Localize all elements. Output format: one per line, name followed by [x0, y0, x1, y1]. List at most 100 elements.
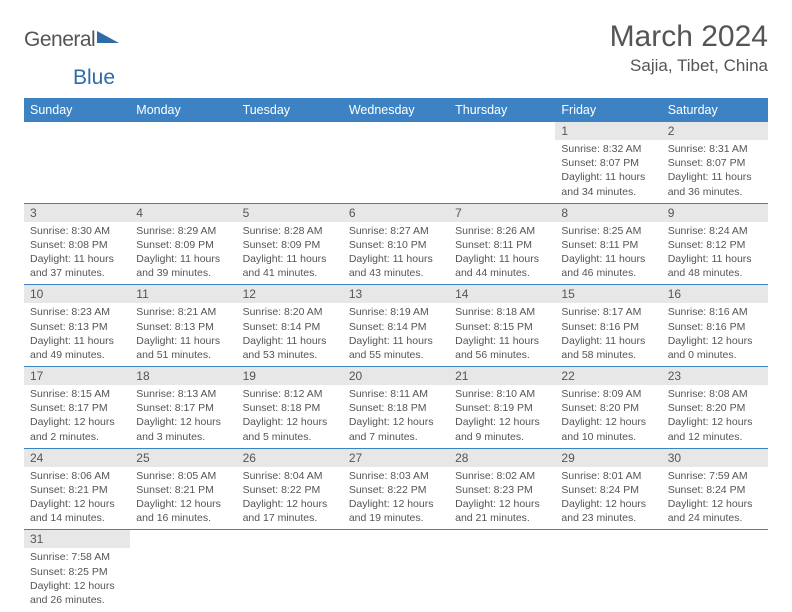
calendar-cell [555, 530, 661, 611]
day-detail-line: and 56 minutes. [455, 348, 549, 362]
day-detail-line: and 12 minutes. [668, 430, 762, 444]
day-details: Sunrise: 8:20 AMSunset: 8:14 PMDaylight:… [237, 303, 343, 366]
day-number: 17 [24, 367, 130, 385]
day-details: Sunrise: 8:28 AMSunset: 8:09 PMDaylight:… [237, 222, 343, 285]
calendar-row: 17Sunrise: 8:15 AMSunset: 8:17 PMDayligh… [24, 367, 768, 449]
day-detail-line: Sunset: 8:21 PM [30, 483, 124, 497]
day-details: Sunrise: 8:11 AMSunset: 8:18 PMDaylight:… [343, 385, 449, 448]
day-details: Sunrise: 8:16 AMSunset: 8:16 PMDaylight:… [662, 303, 768, 366]
calendar-cell: 11Sunrise: 8:21 AMSunset: 8:13 PMDayligh… [130, 285, 236, 367]
calendar-cell [130, 530, 236, 611]
calendar-cell: 12Sunrise: 8:20 AMSunset: 8:14 PMDayligh… [237, 285, 343, 367]
calendar-cell [24, 122, 130, 203]
day-detail-line: Sunrise: 8:06 AM [30, 469, 124, 483]
day-detail-line: and 9 minutes. [455, 430, 549, 444]
day-detail-line: Sunrise: 8:30 AM [30, 224, 124, 238]
day-detail-line: and 58 minutes. [561, 348, 655, 362]
calendar-cell: 5Sunrise: 8:28 AMSunset: 8:09 PMDaylight… [237, 203, 343, 285]
day-number: 18 [130, 367, 236, 385]
day-number: 21 [449, 367, 555, 385]
day-number: 28 [449, 449, 555, 467]
day-details: Sunrise: 8:15 AMSunset: 8:17 PMDaylight:… [24, 385, 130, 448]
day-detail-line: Sunrise: 8:26 AM [455, 224, 549, 238]
day-detail-line: Sunrise: 8:23 AM [30, 305, 124, 319]
day-number: 14 [449, 285, 555, 303]
day-detail-line: Daylight: 11 hours [30, 252, 124, 266]
calendar-cell: 16Sunrise: 8:16 AMSunset: 8:16 PMDayligh… [662, 285, 768, 367]
calendar-cell: 14Sunrise: 8:18 AMSunset: 8:15 PMDayligh… [449, 285, 555, 367]
day-detail-line: Sunset: 8:16 PM [561, 320, 655, 334]
weekday-header: Saturday [662, 98, 768, 122]
day-details: Sunrise: 8:24 AMSunset: 8:12 PMDaylight:… [662, 222, 768, 285]
day-detail-line: Sunrise: 8:19 AM [349, 305, 443, 319]
day-number: 27 [343, 449, 449, 467]
day-number: 29 [555, 449, 661, 467]
calendar-cell: 23Sunrise: 8:08 AMSunset: 8:20 PMDayligh… [662, 367, 768, 449]
day-detail-line: Sunset: 8:21 PM [136, 483, 230, 497]
day-detail-line: Daylight: 11 hours [136, 334, 230, 348]
day-number: 4 [130, 204, 236, 222]
day-number: 22 [555, 367, 661, 385]
calendar-cell [130, 122, 236, 203]
day-number: 7 [449, 204, 555, 222]
day-detail-line: Sunrise: 8:20 AM [243, 305, 337, 319]
day-detail-line: and 53 minutes. [243, 348, 337, 362]
day-detail-line: Daylight: 11 hours [349, 334, 443, 348]
day-detail-line: and 39 minutes. [136, 266, 230, 280]
calendar-cell: 6Sunrise: 8:27 AMSunset: 8:10 PMDaylight… [343, 203, 449, 285]
day-details: Sunrise: 8:19 AMSunset: 8:14 PMDaylight:… [343, 303, 449, 366]
day-detail-line: Daylight: 11 hours [136, 252, 230, 266]
day-detail-line: Sunset: 8:09 PM [136, 238, 230, 252]
day-details: Sunrise: 8:30 AMSunset: 8:08 PMDaylight:… [24, 222, 130, 285]
day-detail-line: Daylight: 12 hours [561, 497, 655, 511]
day-details: Sunrise: 8:10 AMSunset: 8:19 PMDaylight:… [449, 385, 555, 448]
day-detail-line: Sunset: 8:25 PM [30, 565, 124, 579]
calendar-cell: 24Sunrise: 8:06 AMSunset: 8:21 PMDayligh… [24, 448, 130, 530]
day-detail-line: Daylight: 12 hours [30, 415, 124, 429]
day-details: Sunrise: 7:58 AMSunset: 8:25 PMDaylight:… [24, 548, 130, 611]
day-number: 1 [555, 122, 661, 140]
flag-icon [97, 29, 119, 50]
day-details: Sunrise: 7:59 AMSunset: 8:24 PMDaylight:… [662, 467, 768, 530]
calendar-cell: 22Sunrise: 8:09 AMSunset: 8:20 PMDayligh… [555, 367, 661, 449]
day-detail-line: Daylight: 12 hours [455, 415, 549, 429]
day-detail-line: Daylight: 12 hours [668, 497, 762, 511]
day-detail-line: Sunrise: 8:12 AM [243, 387, 337, 401]
day-detail-line: Sunset: 8:15 PM [455, 320, 549, 334]
day-details: Sunrise: 8:27 AMSunset: 8:10 PMDaylight:… [343, 222, 449, 285]
day-number: 13 [343, 285, 449, 303]
calendar-cell: 25Sunrise: 8:05 AMSunset: 8:21 PMDayligh… [130, 448, 236, 530]
calendar-row: 1Sunrise: 8:32 AMSunset: 8:07 PMDaylight… [24, 122, 768, 203]
calendar-table: Sunday Monday Tuesday Wednesday Thursday… [24, 98, 768, 611]
day-detail-line: Sunset: 8:09 PM [243, 238, 337, 252]
calendar-cell: 30Sunrise: 7:59 AMSunset: 8:24 PMDayligh… [662, 448, 768, 530]
day-detail-line: Sunrise: 8:29 AM [136, 224, 230, 238]
calendar-row: 3Sunrise: 8:30 AMSunset: 8:08 PMDaylight… [24, 203, 768, 285]
day-number: 31 [24, 530, 130, 548]
day-number: 3 [24, 204, 130, 222]
day-detail-line: Daylight: 12 hours [349, 415, 443, 429]
day-detail-line: Sunrise: 8:31 AM [668, 142, 762, 156]
day-detail-line: and 55 minutes. [349, 348, 443, 362]
day-number: 30 [662, 449, 768, 467]
day-detail-line: and 10 minutes. [561, 430, 655, 444]
brand-logo: General [24, 28, 119, 52]
weekday-header: Thursday [449, 98, 555, 122]
day-detail-line: Daylight: 11 hours [668, 252, 762, 266]
page-title: March 2024 [610, 20, 768, 54]
day-detail-line: and 26 minutes. [30, 593, 124, 607]
day-detail-line: and 36 minutes. [668, 185, 762, 199]
day-details: Sunrise: 8:01 AMSunset: 8:24 PMDaylight:… [555, 467, 661, 530]
day-detail-line: Daylight: 11 hours [561, 252, 655, 266]
day-detail-line: Daylight: 11 hours [455, 334, 549, 348]
day-detail-line: Sunrise: 8:09 AM [561, 387, 655, 401]
day-detail-line: Sunrise: 8:01 AM [561, 469, 655, 483]
calendar-row: 10Sunrise: 8:23 AMSunset: 8:13 PMDayligh… [24, 285, 768, 367]
day-detail-line: Sunrise: 8:27 AM [349, 224, 443, 238]
calendar-cell: 1Sunrise: 8:32 AMSunset: 8:07 PMDaylight… [555, 122, 661, 203]
calendar-cell: 4 Sunrise: 8:29 AMSunset: 8:09 PMDaylight… [130, 203, 236, 285]
day-detail-line: and 48 minutes. [668, 266, 762, 280]
calendar-cell: 18Sunrise: 8:13 AMSunset: 8:17 PMDayligh… [130, 367, 236, 449]
day-detail-line: Sunrise: 8:11 AM [349, 387, 443, 401]
day-details: Sunrise: 8:31 AMSunset: 8:07 PMDaylight:… [662, 140, 768, 203]
